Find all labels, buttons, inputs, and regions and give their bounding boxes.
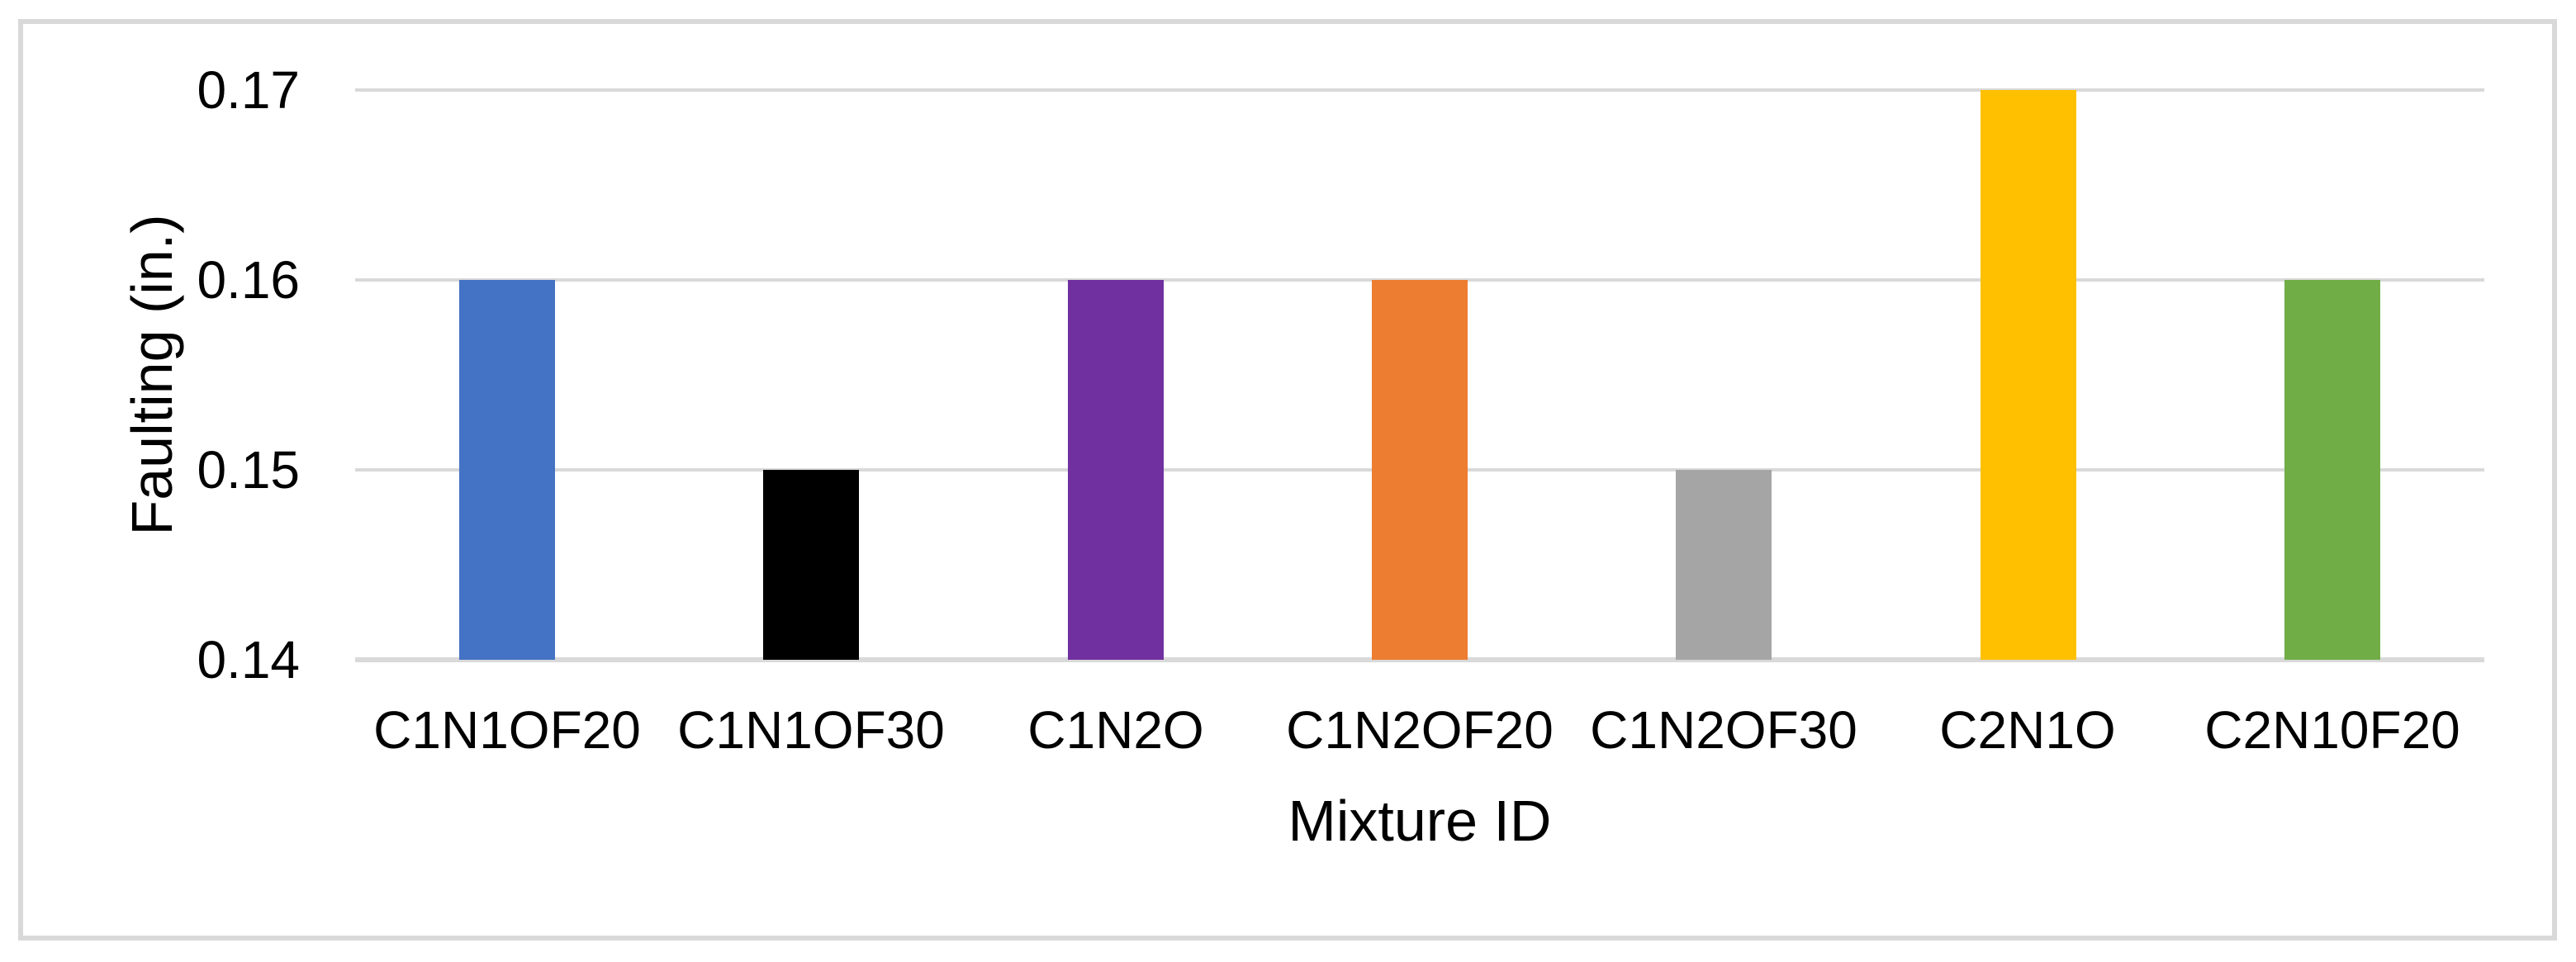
y-axis-tick-label: 0.15	[197, 440, 300, 500]
category-label: C1N1OF20	[373, 700, 641, 760]
category-label: C2N10F20	[2204, 700, 2460, 760]
bar-C1N1OF30	[763, 470, 859, 660]
y-axis-tick-label: 0.16	[197, 250, 300, 310]
plot-area	[355, 88, 2484, 662]
x-axis-title: Mixture ID	[1288, 789, 1552, 853]
bar-C2N10F20	[2284, 280, 2380, 660]
y-axis-tick-label: 0.14	[197, 630, 300, 690]
category-label: C1N2O	[1027, 700, 1204, 760]
y-axis-title: Faulting (in.)	[120, 214, 184, 536]
x-axis-line	[355, 657, 2484, 662]
category-label: C1N2OF30	[1590, 700, 1857, 760]
bar-C1N1OF20	[459, 280, 555, 660]
chart-frame	[18, 19, 2557, 941]
bar-C1N2OF30	[1676, 470, 1772, 660]
category-label: C2N1O	[1939, 700, 2116, 760]
bar-C2N1O	[1981, 90, 2076, 660]
horizontal-gridline	[355, 88, 2484, 92]
bar-C1N2O	[1068, 280, 1164, 660]
bar-C1N2OF20	[1372, 280, 1468, 660]
category-label: C1N2OF20	[1286, 700, 1554, 760]
category-label: C1N1OF30	[677, 700, 945, 760]
y-axis-tick-label: 0.17	[197, 60, 300, 120]
